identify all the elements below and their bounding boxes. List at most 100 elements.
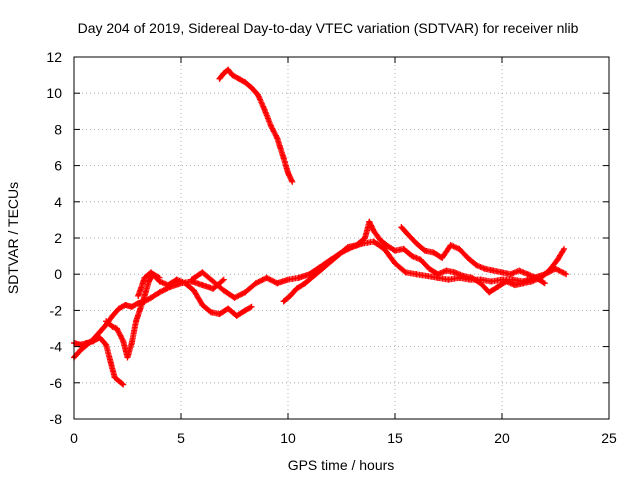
data-point xyxy=(220,276,227,283)
data-point xyxy=(96,329,103,336)
data-point xyxy=(370,227,377,234)
data-point xyxy=(503,278,510,285)
data-point xyxy=(274,135,281,142)
data-point xyxy=(173,276,180,283)
data-point xyxy=(182,280,189,287)
y-tick-label: -4 xyxy=(50,339,63,355)
data-point xyxy=(220,287,227,294)
data-point xyxy=(443,267,450,274)
series-track-e xyxy=(188,238,570,301)
data-point xyxy=(486,289,493,296)
data-point xyxy=(135,292,142,299)
data-point xyxy=(216,311,223,318)
data-point xyxy=(115,305,122,312)
data-point xyxy=(430,249,437,256)
data-point xyxy=(242,307,249,314)
data-point xyxy=(469,274,476,281)
data-point xyxy=(207,309,214,316)
data-point xyxy=(439,254,446,261)
x-tick-label: 10 xyxy=(280,430,296,446)
data-point xyxy=(229,72,236,79)
data-point xyxy=(561,245,568,252)
data-point xyxy=(494,283,501,290)
data-point xyxy=(263,274,270,281)
data-point xyxy=(115,377,122,384)
series-track-f xyxy=(280,218,568,305)
data-point xyxy=(362,235,369,241)
data-point xyxy=(109,312,116,319)
data-point xyxy=(165,282,172,289)
series-track-c xyxy=(103,271,163,361)
data-point xyxy=(488,278,495,285)
y-tick-label: 8 xyxy=(54,121,62,137)
data-point xyxy=(225,66,232,73)
data-point xyxy=(261,106,268,113)
data-point xyxy=(141,292,148,299)
data-point xyxy=(133,318,140,325)
data-point xyxy=(242,289,249,296)
data-point xyxy=(344,244,351,251)
data-point xyxy=(145,278,152,285)
data-point xyxy=(381,245,388,252)
data-point xyxy=(274,280,281,287)
data-point xyxy=(400,245,407,252)
x-tick-label: 20 xyxy=(494,430,510,446)
data-point xyxy=(426,265,433,272)
y-tick-label: -2 xyxy=(50,302,63,318)
y-axis-label: SDTVAR / TECUs xyxy=(5,182,21,294)
y-tick-label: 12 xyxy=(46,49,62,65)
data-point xyxy=(225,305,232,312)
data-point xyxy=(306,271,313,278)
data-point xyxy=(398,224,405,231)
data-point xyxy=(511,282,518,289)
data-point xyxy=(103,318,110,325)
data-point xyxy=(464,254,471,261)
series-track-b xyxy=(71,334,127,388)
data-point xyxy=(122,301,129,308)
data-point xyxy=(445,276,452,283)
series-track-h xyxy=(216,66,296,185)
data-point xyxy=(413,271,420,278)
data-point xyxy=(103,341,110,348)
x-tick-label: 25 xyxy=(601,430,617,446)
data-point xyxy=(220,70,227,77)
data-point xyxy=(113,325,120,332)
data-point xyxy=(199,269,206,276)
data-point xyxy=(490,267,497,274)
data-point xyxy=(477,280,484,287)
data-point xyxy=(392,260,398,267)
x-axis-label: GPS time / hours xyxy=(288,457,395,473)
data-point xyxy=(233,312,240,319)
data-point xyxy=(366,218,373,225)
data-point xyxy=(216,75,223,82)
data-point xyxy=(554,256,561,263)
data-point xyxy=(248,84,255,91)
data-point xyxy=(370,238,377,245)
y-tick-label: 10 xyxy=(46,85,62,101)
data-point xyxy=(460,273,467,280)
data-point xyxy=(124,354,131,361)
data-point xyxy=(77,347,84,354)
data-point xyxy=(473,262,480,269)
y-tick-label: 0 xyxy=(54,266,62,282)
data-point xyxy=(451,269,458,276)
x-tick-label: 5 xyxy=(177,430,185,446)
data-point xyxy=(293,285,300,292)
data-point xyxy=(524,271,531,278)
data-point xyxy=(156,289,163,296)
data-point xyxy=(255,92,262,99)
data-point xyxy=(546,267,553,274)
data-point xyxy=(107,358,114,365)
data-point xyxy=(199,301,206,308)
data-point xyxy=(120,381,127,388)
data-point xyxy=(533,274,540,281)
data-point xyxy=(96,334,103,341)
x-tick-labels: 0 5 10 15 20 25 xyxy=(70,430,617,446)
data-point xyxy=(210,285,217,292)
y-tick-label: -8 xyxy=(50,411,63,427)
data-point xyxy=(231,294,238,301)
axis-ticks xyxy=(73,56,610,420)
data-point xyxy=(156,278,163,285)
data-point xyxy=(499,269,505,276)
